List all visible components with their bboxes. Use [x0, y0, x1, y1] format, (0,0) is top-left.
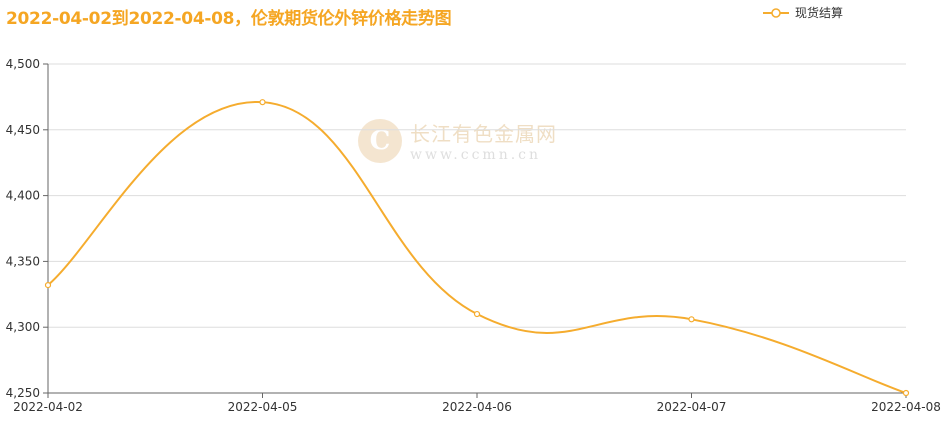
y-tick-label: 4,400	[6, 189, 40, 203]
watermark-url: www.ccmn.cn	[410, 147, 542, 163]
y-tick-label: 4,450	[6, 123, 40, 137]
legend-line-icon	[763, 7, 789, 18]
data-point	[473, 310, 481, 318]
data-point	[259, 99, 266, 106]
data-point	[44, 281, 52, 289]
watermark-name: 长江有色金属网	[410, 122, 557, 146]
legend-label: 现货结算	[795, 6, 844, 20]
x-tick-label: 2022-04-05	[228, 400, 298, 414]
y-tick-label: 4,250	[6, 386, 40, 400]
x-tick-label: 2022-04-06	[442, 400, 512, 414]
series-line	[47, 101, 907, 394]
y-tick-label: 4,350	[6, 254, 40, 268]
y-tick-label: 4,500	[6, 57, 40, 71]
watermark: C 长江有色金属网 www.ccmn.cn	[358, 118, 557, 163]
chart-title: 2022-04-02到2022-04-08，伦敦期货伦外锌价格走势图	[6, 9, 452, 29]
x-tick-label: 2022-04-08	[871, 400, 941, 414]
data-point	[902, 389, 910, 397]
legend[interactable]: 现货结算	[763, 4, 843, 21]
watermark-logo-icon: C	[358, 118, 402, 163]
y-tick-label: 4,300	[6, 320, 40, 334]
x-tick-label: 2022-04-07	[657, 400, 727, 414]
x-tick-label: 2022-04-02	[13, 400, 83, 414]
data-point	[688, 316, 695, 323]
